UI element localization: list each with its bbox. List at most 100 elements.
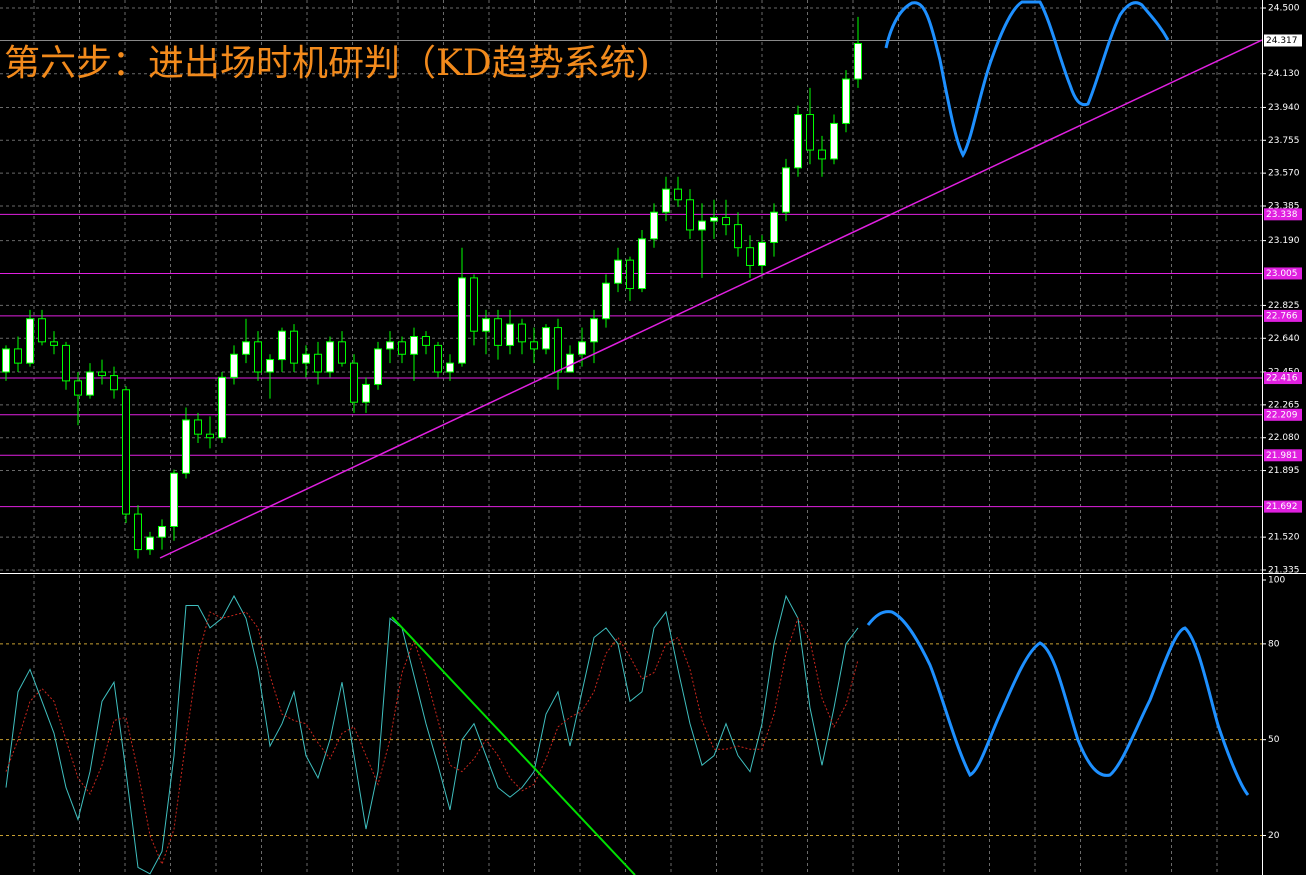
candle-body [230,353,238,378]
candle-body [314,353,322,373]
candle-body [434,344,442,373]
y-tick-label: 21.895 [1268,466,1300,476]
y-tick-label: 22.640 [1268,334,1300,344]
candle-body [710,217,718,222]
candle-body [278,330,286,361]
candle-body [458,277,466,364]
projection-curve [884,0,1170,159]
candle-body [686,199,694,231]
level-label: 22.416 [1266,374,1298,384]
candle-body [626,259,634,290]
candle-body [830,122,838,160]
candle-body [74,380,82,396]
level-label-bg [1264,309,1302,322]
level-label-bg [1264,449,1302,462]
price-axis: 24.500 24.130 23.940 23.755 23.570 23.385 23.1… [1262,4,1302,841]
candle-body [542,327,550,350]
indicator-line [5,594,859,875]
trend-line [391,616,636,875]
y-tick-label: 23.755 [1268,136,1300,146]
y-tick-label: 23.190 [1268,236,1300,246]
candle-body [662,188,670,213]
candle-body [290,330,298,364]
candle-body [146,536,154,551]
candle-body [206,433,214,439]
candle-body [530,341,538,350]
candle-body [770,211,778,243]
y-tick-label: 24.130 [1268,69,1300,79]
candle-body [602,282,610,320]
candle-body [86,371,94,396]
current-price-bg [1264,34,1302,47]
candle-body [122,389,130,515]
y-tick-label: 22.265 [1268,400,1300,410]
candle-body [38,318,46,343]
candle-body [194,419,202,435]
candle-body [350,362,358,403]
level-label: 21.981 [1266,451,1298,461]
level-label-bg [1264,208,1302,221]
y-tick-label: 22.080 [1268,433,1300,443]
y-tick-label: 21.520 [1268,533,1300,543]
candle-body [218,376,226,439]
candle-body [50,341,58,346]
candle-body [338,341,346,364]
candle-body [590,318,598,343]
y-tick-label: 24.500 [1268,4,1300,14]
candle-body [326,341,334,373]
level-label: 22.209 [1266,410,1298,420]
candle-body [566,353,574,373]
annotations-top [159,0,1262,559]
y-tick-label: 21.335 [1268,566,1300,576]
candle-body [614,259,622,284]
candle-body [650,211,658,240]
level-label-bg [1264,408,1302,421]
candle-body [26,318,34,364]
level-label-bg [1264,267,1302,280]
candle-body [266,359,274,373]
candle-body [470,277,478,332]
y-tick-label: 100 [1268,576,1285,586]
price-pane [0,0,1262,572]
candle-body [62,344,70,382]
candle-body [638,238,646,290]
y-tick-label: 22.825 [1268,301,1300,311]
candle-body [818,149,826,160]
candle-body [158,525,166,538]
candle-body [734,224,742,249]
y-tick-label: 23.570 [1268,169,1300,179]
level-label: 22.766 [1266,311,1298,321]
candle-body [182,419,190,474]
candle-body [506,323,514,346]
y-tick-label: 80 [1268,639,1280,649]
candle-body [422,335,430,346]
candle-body [170,472,178,527]
y-tick-label: 50 [1268,735,1280,745]
candle-body [794,114,802,169]
candle-body [110,375,118,391]
projection-curve [866,610,1250,796]
level-label: 23.005 [1266,269,1298,279]
y-tick-label: 20 [1268,831,1280,841]
candle-body [254,341,262,373]
candle-body [242,341,250,355]
candle-body [578,341,586,355]
y-tick-label: 23.940 [1268,103,1300,113]
level-label-bg [1264,500,1302,513]
candle-body [386,341,394,350]
indicator-pane [0,575,1262,875]
candle-body [362,383,370,403]
candle-body [98,371,106,377]
candle-body [842,78,850,124]
indicator-line [5,611,859,866]
candle-body [782,167,790,213]
candle-body [410,335,418,355]
level-label: 23.338 [1266,210,1298,220]
candle-body [398,341,406,355]
candle-body [746,247,754,266]
candle-body [854,43,862,80]
candle-body [134,513,142,551]
chart-title: 第六步：进出场时机研判（KD趋势系统) [4,43,650,84]
candle-body [722,217,730,226]
